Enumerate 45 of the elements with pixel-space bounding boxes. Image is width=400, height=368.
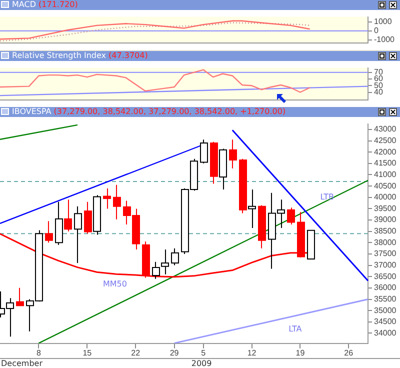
y-tick-label: 70 <box>374 68 384 77</box>
x-tick-label: 5 <box>201 348 206 358</box>
text: 2009 <box>191 359 212 368</box>
y-tick-label: 35000 <box>374 306 397 315</box>
x-tick-label: 26 <box>344 348 354 358</box>
y-tick-label: 60 <box>374 74 384 84</box>
y-tick-label: 40 <box>374 87 384 96</box>
y-tick-label: 37500 <box>374 249 397 258</box>
y-tick-label: 42000 <box>374 147 397 156</box>
y-tick-label: 0 <box>374 26 379 36</box>
chart-subtitle: (171.720) <box>38 0 78 9</box>
y-tick-label: 40000 <box>374 192 397 202</box>
chart-title: Relative Strength Index <box>12 51 106 60</box>
y-tick-label: 41000 <box>374 170 397 179</box>
y-tick-label: 35500 <box>374 294 397 304</box>
y-tick-label: 42500 <box>374 136 397 145</box>
series-label: MM50 <box>102 279 127 288</box>
x-tick-label: 29 <box>170 348 180 358</box>
chart-subtitle: (37,279.00, 38,542.00, 37,279.00, 38,542.00, +1,270.00) <box>52 107 286 116</box>
x-tick-label: 22 <box>131 348 141 358</box>
x-tick-label: 19 <box>296 348 306 358</box>
y-tick-label: 39000 <box>374 215 397 224</box>
series-label: LTA <box>288 324 302 334</box>
y-tick-label: 1000 <box>374 17 392 26</box>
y-tick-label: 43000 <box>374 124 397 134</box>
y-tick-label: 39500 <box>374 204 397 213</box>
y-tick-label: 36000 <box>374 283 397 292</box>
y-tick-label: 37000 <box>374 260 397 270</box>
x-tick-label: 8 <box>36 348 42 358</box>
y-tick-label: 38000 <box>374 238 397 247</box>
y-tick-label: 50 <box>374 80 384 90</box>
x-tick-label: 15 <box>82 348 92 358</box>
y-tick-label: 41500 <box>374 158 397 168</box>
text: December <box>1 359 42 368</box>
y-tick-label: 34500 <box>374 317 397 326</box>
y-tick-label: 38500 <box>374 226 397 236</box>
chart-title: MACD <box>12 0 36 9</box>
chart-subtitle: (47.3704) <box>108 51 148 60</box>
y-tick-label: -1000 <box>374 35 396 44</box>
y-tick-label: 34000 <box>374 328 397 338</box>
text: LTB <box>320 192 334 202</box>
y-tick-label: 40500 <box>374 181 397 190</box>
y-tick-label: 36500 <box>374 272 397 281</box>
chart-title: IBOVESPA <box>12 107 52 116</box>
x-tick-label: 12 <box>247 348 257 358</box>
